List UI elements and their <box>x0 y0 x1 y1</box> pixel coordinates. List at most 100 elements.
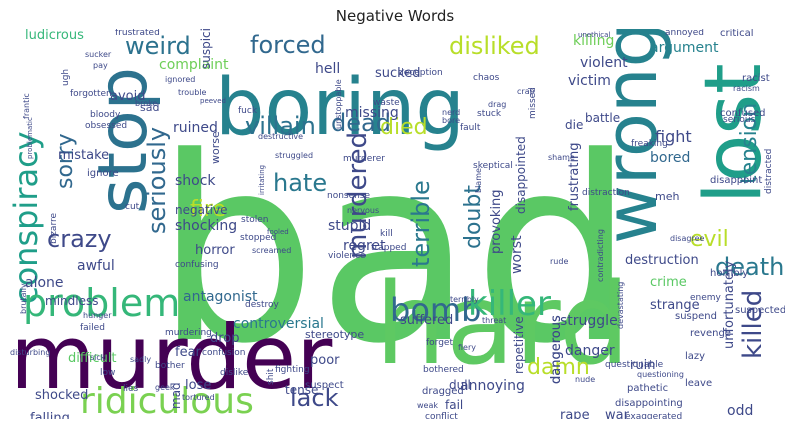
word-screamed: screamed <box>252 246 292 255</box>
word-argument: argument <box>650 40 719 56</box>
word-boring: boring <box>215 63 465 153</box>
word-disliked: disliked <box>449 32 540 60</box>
word-victim: victim <box>568 73 611 89</box>
word-disappointing: disappointing <box>615 398 683 409</box>
word-alone: alone <box>25 275 64 291</box>
word-confusion: confusion <box>202 348 246 358</box>
word-stopped: stopped <box>240 233 277 243</box>
word-mistake: mistake <box>58 148 110 163</box>
word-racist: racist <box>742 73 770 84</box>
word-crime: crime <box>650 275 687 290</box>
word-drop: drop <box>210 331 240 346</box>
word-killing: killing <box>573 33 615 49</box>
word-fight: fight <box>655 127 692 146</box>
word-frantic: frantic <box>22 93 31 119</box>
word-questioning: questioning <box>637 370 684 379</box>
word-blame: blame <box>474 168 483 193</box>
word-shit: shit <box>266 368 276 385</box>
word-bothered: bothered <box>423 365 464 375</box>
word-shocked: shocked <box>35 388 89 403</box>
word-fire: fire <box>190 197 226 222</box>
word-destruction: destruction <box>625 253 699 268</box>
word-seriously: seriously <box>143 126 171 234</box>
word-distracted: distracted <box>764 148 774 194</box>
word-stolen: stolen <box>241 215 269 225</box>
word-questionable: questionable <box>605 360 664 370</box>
word-fault: fault <box>460 123 481 133</box>
word-bomb: bomb <box>390 291 482 329</box>
word-regret: regret <box>343 238 386 254</box>
word-suspicious: suspicious <box>199 29 213 69</box>
word-crap: crap <box>517 87 535 96</box>
word-weird: weird <box>125 32 191 60</box>
word-destroy: destroy <box>245 300 279 310</box>
word-murderer: murderer <box>343 154 386 164</box>
word-sad: sad <box>140 101 160 114</box>
word-ridiculous: ridiculous <box>80 381 254 420</box>
word-worst: worst <box>509 235 525 274</box>
word-fighting: fighting <box>275 365 310 375</box>
word-problematic: problematic <box>26 117 34 159</box>
word-negative: negative <box>175 203 228 217</box>
word-lose: lose <box>185 378 212 393</box>
word-serious: serious <box>723 115 756 125</box>
word-nervous: nervous <box>347 206 380 215</box>
word-geek: geek <box>155 383 175 392</box>
word-lack: lack <box>290 384 339 412</box>
word-doubt: doubt <box>461 185 486 249</box>
word-worse: worse <box>209 131 222 164</box>
word-stereotype: stereotype <box>305 328 365 341</box>
word-suspect: suspect <box>305 380 344 391</box>
word-difficult: difficult <box>68 351 117 366</box>
word-annoyed: annoyed <box>665 29 705 38</box>
word-ruin: ruin <box>630 358 656 373</box>
word-cloud: bad boring stop hard murder wrong lost conspira… <box>5 29 785 419</box>
word-ignored: ignored <box>165 75 196 84</box>
word-hunger: hunger <box>83 311 112 320</box>
word-crazy: crazy <box>47 225 112 253</box>
word-sucker: sucker <box>85 50 112 59</box>
word-missing: missing <box>345 105 399 121</box>
word-ludicrous: ludicrous <box>25 29 84 43</box>
chart-title: Negative Words <box>335 7 455 25</box>
word-hell: hell <box>315 61 341 77</box>
word-damn: damn <box>527 355 590 380</box>
word-terrible: terrible <box>407 180 435 267</box>
word-villain: villain <box>245 112 316 140</box>
word-fuck: fuck <box>238 106 258 116</box>
word-forget: forget <box>426 338 453 348</box>
word-destructive: destructive <box>258 132 304 141</box>
word-bother: bother <box>155 361 185 371</box>
word-frustrated: frustrated <box>115 29 160 38</box>
word-controversial: controversial <box>233 316 324 332</box>
word-stupid: stupid <box>328 218 372 234</box>
word-hate: hate <box>273 169 328 197</box>
word-nonsense: nonsense <box>327 191 371 201</box>
word-critical: critical <box>720 29 754 39</box>
word-weak: weak <box>417 401 438 410</box>
word-tense: tense <box>285 383 319 397</box>
word-rude: rude <box>550 257 569 266</box>
word-complaint: complaint <box>159 57 229 73</box>
word-awful: awful <box>77 258 115 274</box>
word-dragged: dragged <box>422 386 464 397</box>
word-problem: problem <box>23 281 181 325</box>
word-bizarre: bizarre <box>49 212 59 244</box>
word-dead: dead <box>331 109 391 137</box>
word-shocking: shocking <box>175 218 238 234</box>
word-nude: nude <box>575 375 596 384</box>
word-provoking: provoking <box>489 189 504 254</box>
word-lazy: lazy <box>685 351 706 362</box>
word-dislike: dislike <box>220 368 249 378</box>
word-rape: rape <box>560 408 590 419</box>
word-murder: murder <box>10 306 333 409</box>
word-tortured: tortured <box>182 393 215 402</box>
word-sick: sick <box>90 353 106 362</box>
word-murdering: murdering <box>165 328 212 338</box>
word-pathetic: pathetic <box>627 383 669 394</box>
word-cut: cut <box>125 202 140 212</box>
word-trouble: trouble <box>178 88 207 97</box>
word-ugh: ugh <box>61 68 71 86</box>
word-terribly: terribly <box>450 295 479 304</box>
word-leave: leave <box>685 378 713 389</box>
